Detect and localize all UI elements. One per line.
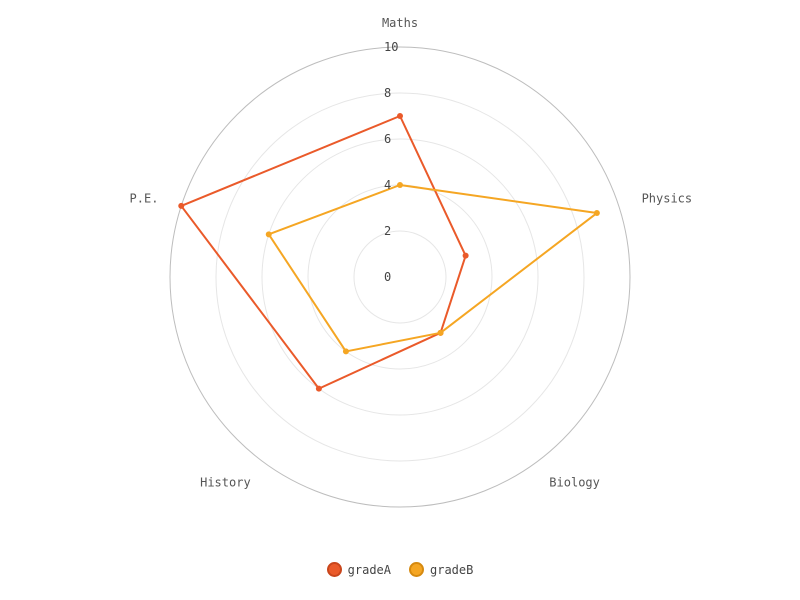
tick-label: 0 [384, 270, 391, 284]
legend: gradeA gradeB [0, 562, 800, 577]
axis-label: Biology [549, 475, 600, 489]
data-point-gradeA[interactable] [397, 113, 403, 119]
grid-ring [261, 138, 539, 416]
axis-label: Maths [382, 16, 418, 30]
series-line-gradeA [180, 115, 467, 390]
axis-label: History [200, 475, 251, 489]
legend-label: gradeA [347, 562, 391, 577]
data-point-gradeB[interactable] [342, 348, 349, 355]
axis-label: Physics [642, 192, 693, 206]
tick-label: 8 [384, 86, 391, 100]
radar-labels: 0 2 4 6 8 10 Maths Physics Biology History P.E. [130, 16, 693, 489]
data-point-gradeA[interactable] [462, 252, 469, 259]
tick-label: 2 [384, 224, 391, 238]
tick-label: 6 [384, 132, 391, 146]
data-point-gradeB[interactable] [397, 182, 403, 188]
legend-swatch [326, 562, 342, 577]
legend-item-gradeA[interactable]: gradeA [326, 562, 391, 577]
data-point-gradeB[interactable] [437, 329, 444, 336]
grid-ring [215, 92, 585, 462]
axis-label: P.E. [130, 192, 159, 206]
grid-ring [169, 46, 631, 508]
data-point-gradeB[interactable] [593, 210, 600, 217]
tick-label: 10 [384, 40, 398, 54]
data-point-gradeA[interactable] [315, 385, 322, 392]
tick-label: 4 [384, 178, 391, 192]
series-line-gradeB [267, 184, 598, 353]
radar-series-layer [178, 113, 600, 392]
data-point-gradeA[interactable] [178, 202, 185, 209]
legend-swatch [409, 562, 424, 577]
grid-ring [353, 230, 447, 324]
legend-item-gradeB[interactable]: gradeB [409, 562, 473, 577]
legend-label: gradeB [430, 562, 474, 577]
data-point-gradeB[interactable] [265, 231, 272, 238]
